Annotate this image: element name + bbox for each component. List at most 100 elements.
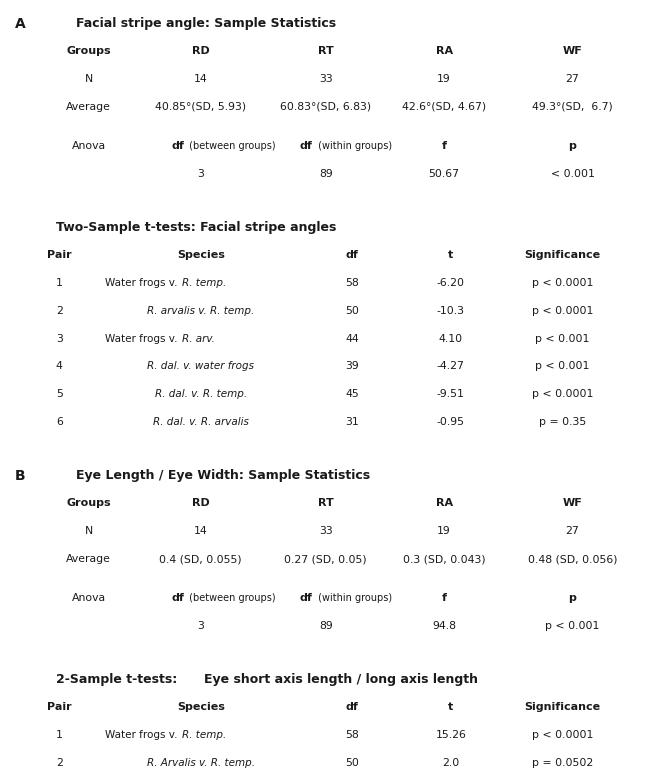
Text: -9.51: -9.51 — [437, 390, 465, 399]
Text: Anova: Anova — [72, 141, 106, 151]
Text: Average: Average — [66, 102, 111, 112]
Text: Significance: Significance — [524, 250, 601, 260]
Text: (within groups): (within groups) — [315, 593, 392, 603]
Text: p < 0.0001: p < 0.0001 — [532, 390, 594, 399]
Text: 14: 14 — [194, 526, 207, 536]
Text: R. temp.: R. temp. — [182, 278, 226, 288]
Text: Average: Average — [66, 554, 111, 564]
Text: 2: 2 — [56, 306, 63, 315]
Text: 0.3 (SD, 0.043): 0.3 (SD, 0.043) — [403, 554, 486, 564]
Text: RT: RT — [318, 46, 334, 56]
Text: Water frogs v.: Water frogs v. — [105, 278, 181, 288]
Text: Species: Species — [177, 703, 224, 712]
Text: 27: 27 — [566, 74, 579, 84]
Text: 1: 1 — [56, 730, 63, 740]
Text: Two-Sample t-tests: Facial stripe angles: Two-Sample t-tests: Facial stripe angles — [56, 221, 336, 234]
Text: 50.67: 50.67 — [428, 169, 460, 179]
Text: Pair: Pair — [47, 250, 72, 260]
Text: -0.95: -0.95 — [437, 417, 465, 427]
Text: 44: 44 — [345, 334, 359, 343]
Text: RA: RA — [436, 46, 453, 56]
Text: 31: 31 — [345, 417, 359, 427]
Text: t: t — [448, 250, 453, 260]
Text: p < 0.0001: p < 0.0001 — [532, 278, 594, 288]
Text: df: df — [171, 593, 184, 603]
Text: p < 0.001: p < 0.001 — [536, 362, 590, 371]
Text: t: t — [448, 703, 453, 712]
Text: N: N — [85, 526, 93, 536]
Text: 50: 50 — [345, 758, 359, 768]
Text: 15.26: 15.26 — [436, 730, 466, 740]
Text: 2-Sample t-tests:: 2-Sample t-tests: — [56, 673, 177, 686]
Text: R. dal. v. R. temp.: R. dal. v. R. temp. — [155, 390, 247, 399]
Text: RA: RA — [436, 499, 453, 509]
Text: 3: 3 — [197, 621, 204, 631]
Text: Significance: Significance — [524, 703, 601, 712]
Text: < 0.001: < 0.001 — [551, 169, 594, 179]
Text: WF: WF — [563, 499, 582, 509]
Text: df: df — [299, 593, 313, 603]
Text: -6.20: -6.20 — [437, 278, 465, 288]
Text: 42.6°(SD, 4.67): 42.6°(SD, 4.67) — [402, 102, 486, 112]
Text: 6: 6 — [56, 417, 63, 427]
Text: Facial stripe angle: Sample Statistics: Facial stripe angle: Sample Statistics — [76, 17, 336, 30]
Text: 89: 89 — [319, 169, 332, 179]
Text: 2: 2 — [56, 758, 63, 768]
Text: 58: 58 — [345, 730, 359, 740]
Text: 58: 58 — [345, 278, 359, 288]
Text: Water frogs v.: Water frogs v. — [105, 334, 181, 343]
Text: df: df — [345, 703, 359, 712]
Text: 0.4 (SD, 0.055): 0.4 (SD, 0.055) — [159, 554, 242, 564]
Text: Water frogs v.: Water frogs v. — [105, 730, 181, 740]
Text: 2.0: 2.0 — [442, 758, 459, 768]
Text: p < 0.001: p < 0.001 — [536, 334, 590, 343]
Text: p: p — [569, 593, 576, 603]
Text: Pair: Pair — [47, 703, 72, 712]
Text: 14: 14 — [194, 74, 207, 84]
Text: RT: RT — [318, 499, 334, 509]
Text: R. arvalis v. R. temp.: R. arvalis v. R. temp. — [147, 306, 254, 315]
Text: 39: 39 — [345, 362, 359, 371]
Text: 27: 27 — [566, 526, 579, 536]
Text: R. arv.: R. arv. — [182, 334, 215, 343]
Text: 0.27 (SD, 0.05): 0.27 (SD, 0.05) — [284, 554, 367, 564]
Text: 4: 4 — [56, 362, 63, 371]
Text: 50: 50 — [345, 306, 359, 315]
Text: 60.83°(SD, 6.83): 60.83°(SD, 6.83) — [280, 102, 371, 112]
Text: WF: WF — [563, 46, 582, 56]
Text: (between groups): (between groups) — [186, 593, 276, 603]
Text: df: df — [299, 141, 313, 151]
Text: 45: 45 — [345, 390, 359, 399]
Text: -4.27: -4.27 — [437, 362, 465, 371]
Text: df: df — [345, 250, 359, 260]
Text: p = 0.35: p = 0.35 — [539, 417, 586, 427]
Text: p < 0.0001: p < 0.0001 — [532, 306, 594, 315]
Text: (within groups): (within groups) — [315, 141, 392, 151]
Text: Anova: Anova — [72, 593, 106, 603]
Text: Species: Species — [177, 250, 224, 260]
Text: 3: 3 — [56, 334, 63, 343]
Text: 3: 3 — [197, 169, 204, 179]
Text: RD: RD — [192, 46, 209, 56]
Text: 49.3°(SD,  6.7): 49.3°(SD, 6.7) — [532, 102, 613, 112]
Text: f: f — [442, 141, 447, 151]
Text: N: N — [85, 74, 93, 84]
Text: 33: 33 — [319, 526, 332, 536]
Text: Groups: Groups — [66, 46, 111, 56]
Text: 33: 33 — [319, 74, 332, 84]
Text: 89: 89 — [319, 621, 332, 631]
Text: 0.48 (SD, 0.056): 0.48 (SD, 0.056) — [528, 554, 617, 564]
Text: 19: 19 — [438, 526, 451, 536]
Text: 94.8: 94.8 — [432, 621, 456, 631]
Text: R. dal. v. water frogs: R. dal. v. water frogs — [147, 362, 254, 371]
Text: R. temp.: R. temp. — [182, 730, 226, 740]
Text: Eye short axis length / long axis length: Eye short axis length / long axis length — [204, 673, 478, 686]
Text: R. dal. v. R. arvalis: R. dal. v. R. arvalis — [153, 417, 249, 427]
Text: A: A — [14, 17, 25, 31]
Text: (between groups): (between groups) — [186, 141, 276, 151]
Text: p < 0.001: p < 0.001 — [545, 621, 599, 631]
Text: Groups: Groups — [66, 499, 111, 509]
Text: 40.85°(SD, 5.93): 40.85°(SD, 5.93) — [155, 102, 246, 112]
Text: 5: 5 — [56, 390, 63, 399]
Text: p < 0.0001: p < 0.0001 — [532, 730, 594, 740]
